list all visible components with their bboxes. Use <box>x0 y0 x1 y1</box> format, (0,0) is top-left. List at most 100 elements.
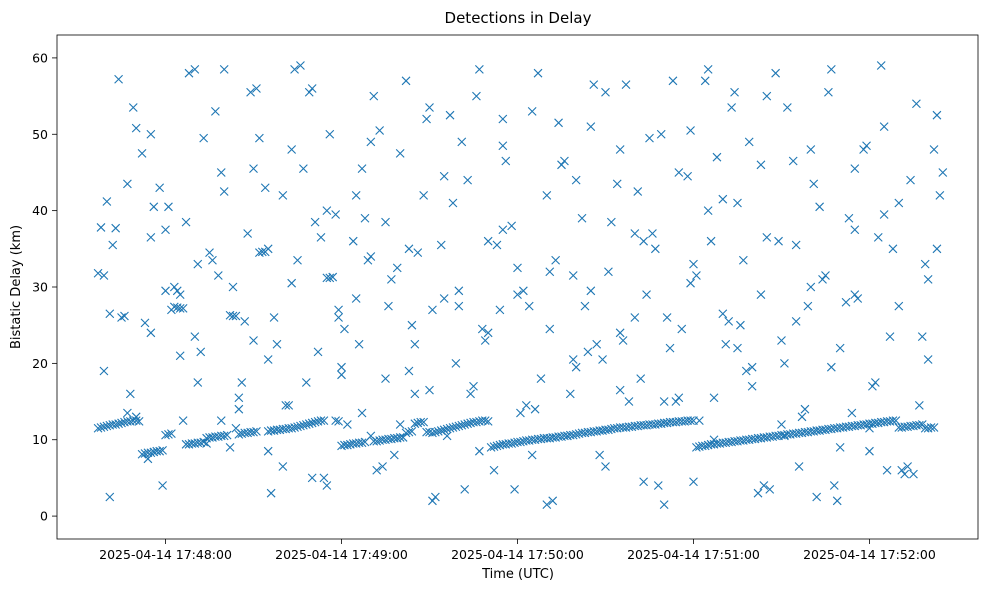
data-point <box>803 301 813 311</box>
data-point <box>278 190 288 200</box>
data-point <box>507 221 517 231</box>
data-point <box>263 355 273 364</box>
data-point <box>290 423 299 432</box>
data-point <box>234 393 244 403</box>
data-point <box>777 336 786 345</box>
data-point <box>920 259 930 269</box>
data-point <box>410 419 420 429</box>
data-point <box>568 355 578 364</box>
data-point <box>436 240 446 250</box>
data-point <box>257 247 267 257</box>
data-point <box>146 232 156 242</box>
data-point <box>249 427 258 437</box>
data-point <box>125 389 135 399</box>
data-point <box>615 145 625 154</box>
data-point <box>912 99 921 109</box>
data-point <box>668 76 678 86</box>
data-point <box>334 305 343 315</box>
data-point <box>782 103 792 112</box>
data-point <box>228 282 238 292</box>
data-point <box>777 420 786 429</box>
data-point <box>114 419 123 429</box>
data-point <box>812 492 822 502</box>
data-point <box>146 328 156 338</box>
data-point <box>914 400 924 410</box>
data-point <box>501 156 511 166</box>
data-point <box>428 428 437 438</box>
data-point <box>885 332 895 342</box>
data-point <box>298 420 308 430</box>
data-point <box>164 429 173 439</box>
data-point <box>325 129 335 139</box>
data-point <box>366 137 376 147</box>
data-point <box>595 450 605 460</box>
data-point <box>865 423 874 433</box>
data-point <box>254 133 264 143</box>
plot-frame <box>56 34 979 540</box>
data-point <box>319 473 329 483</box>
y-tick-label: 40 <box>32 203 48 218</box>
data-point <box>433 426 443 436</box>
data-point <box>586 286 596 296</box>
data-point <box>618 336 628 345</box>
data-point <box>310 417 320 427</box>
data-point <box>809 179 819 189</box>
data-point <box>554 118 563 128</box>
data-point <box>917 332 927 342</box>
data-point <box>199 437 209 447</box>
data-point <box>516 408 525 418</box>
data-point <box>307 418 317 428</box>
data-point <box>428 496 437 506</box>
data-point <box>712 152 722 162</box>
data-point <box>780 431 789 441</box>
data-point <box>178 416 188 426</box>
data-point <box>689 477 698 487</box>
data-point <box>492 441 502 451</box>
data-point <box>357 164 367 174</box>
data-point <box>120 311 129 321</box>
data-point <box>477 324 487 334</box>
data-point <box>513 290 522 300</box>
data-point <box>319 416 329 426</box>
data-point <box>293 255 302 265</box>
data-point <box>228 311 238 321</box>
data-point <box>598 355 607 364</box>
data-point <box>351 294 361 303</box>
data-point <box>565 389 575 399</box>
data-point <box>222 430 232 440</box>
y-tick-label: 10 <box>32 432 48 447</box>
data-point <box>216 416 226 426</box>
data-point <box>430 492 440 502</box>
data-point <box>331 210 341 219</box>
data-point <box>700 441 710 451</box>
data-point <box>483 236 493 246</box>
x-tick-label: 2025-04-14 17:51:00 <box>627 547 760 562</box>
data-point <box>862 141 871 151</box>
data-point <box>850 290 860 300</box>
data-point <box>169 282 179 292</box>
data-point <box>313 347 323 357</box>
data-point <box>826 64 836 74</box>
data-point <box>413 248 423 258</box>
data-point <box>442 424 452 434</box>
data-point <box>96 223 106 232</box>
data-point <box>131 123 141 133</box>
data-point <box>906 175 915 185</box>
data-point <box>354 339 364 349</box>
data-point <box>407 320 417 330</box>
data-point <box>859 145 868 154</box>
data-point <box>181 217 191 227</box>
data-point <box>293 422 302 432</box>
data-point <box>527 106 537 116</box>
data-point <box>454 301 464 311</box>
data-point <box>425 385 434 395</box>
data-point <box>140 318 150 328</box>
data-point <box>686 126 695 135</box>
data-point <box>240 316 250 326</box>
data-point <box>404 366 414 376</box>
data-point <box>577 213 587 223</box>
data-point <box>205 248 214 258</box>
data-point <box>448 423 458 432</box>
